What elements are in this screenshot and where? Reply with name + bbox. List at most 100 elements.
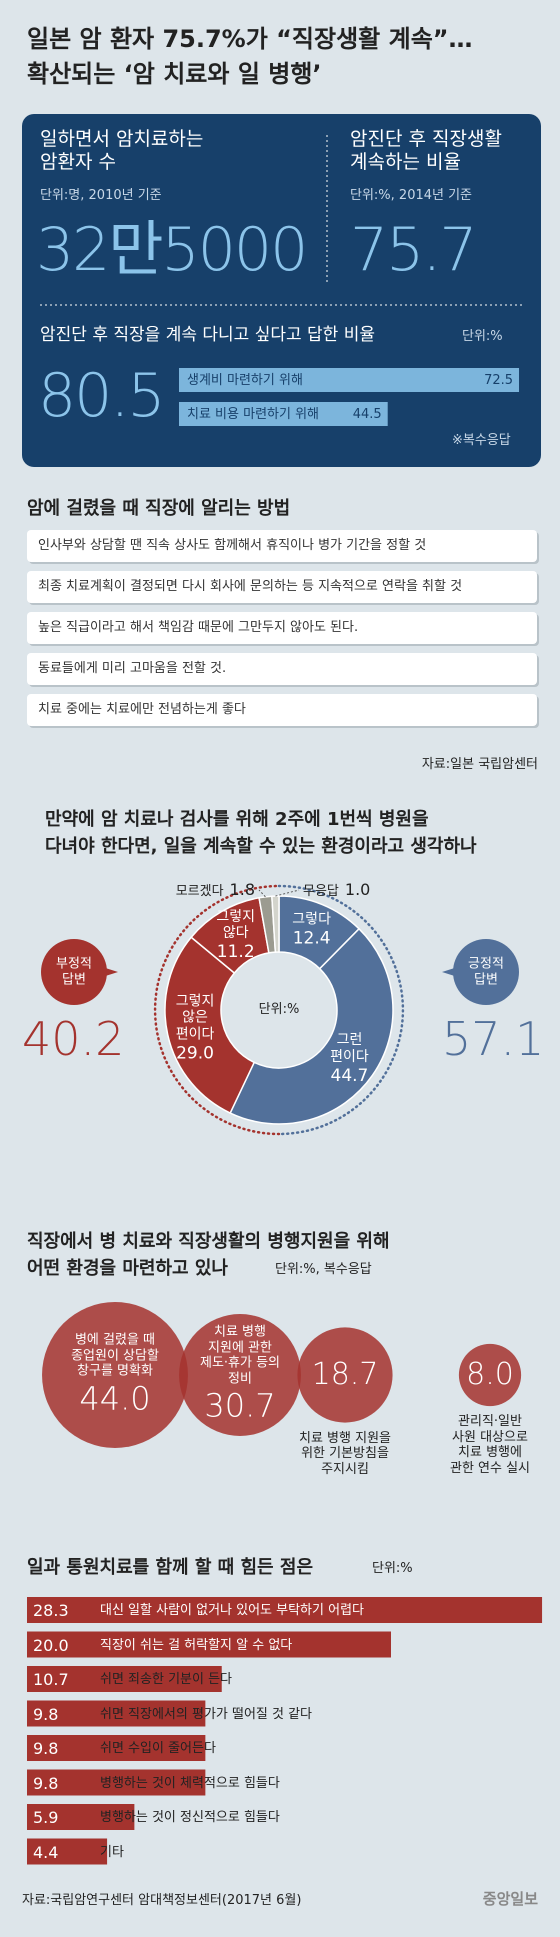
segment-value: 44.7: [330, 1065, 369, 1086]
bubble-unit: 단위:%, 복수응답: [275, 1262, 372, 1277]
bar-label: 생계비 마련하기 위해: [187, 373, 303, 388]
donut-segment: [271, 895, 280, 953]
bubble-name: 치료 병행 지원을 위한 기본방침을 주지시킴: [299, 1430, 391, 1477]
logo: 중앙일보: [482, 1890, 538, 1908]
hbar-title: 암진단 후 직장을 계속 다니고 싶다고 답한 비율: [40, 325, 375, 345]
bar: [27, 1597, 543, 1623]
value-label: 20.0: [33, 1635, 69, 1655]
bubble-title: 직장에서 병 치료와 직장생활의 병행지원을 위해 어떤 환경을 마련하고 있나: [27, 1231, 390, 1279]
notice-box: [27, 653, 537, 685]
segment-label: 그런 편이다 44.7: [330, 1032, 369, 1086]
bar-label: 병행하는 것이 체력적으로 힘들다: [100, 1775, 280, 1791]
notice-item: 인사부와 상담할 땐 직속 상사도 함께해서 휴직이나 병가 기간을 정할 것: [38, 538, 427, 553]
notice-box: [27, 571, 537, 603]
donut-unit: 단위:%: [258, 1002, 300, 1018]
bar-label: 기타: [100, 1844, 124, 1860]
segment-value: 1.8: [229, 880, 255, 899]
bubble-label: 치료 병행 지원에 관한 제도·휴가 등의 정비 30.7: [200, 1325, 280, 1426]
value-label: 4.4: [33, 1842, 59, 1862]
group-bubble: [453, 939, 519, 1005]
donut-segment: [164, 936, 256, 1115]
bar: [27, 1700, 206, 1727]
segment-name: 그렇지 않다: [216, 908, 256, 942]
bar: [27, 1631, 391, 1658]
hbar-note: ※복수응답: [452, 433, 511, 448]
notice-item: 최종 치료계획이 결정되면 다시 회사에 문의하는 등 지속적으로 연락을 취할…: [38, 579, 463, 594]
leader-line: [275, 889, 300, 897]
value-label: 9.8: [33, 1773, 59, 1793]
value-label: 10.7: [33, 1670, 69, 1689]
bubble: [42, 1302, 188, 1448]
group-name: 긍정적 답변: [468, 956, 504, 987]
notice-source: 자료:일본 국립암센터: [421, 757, 538, 772]
value-label: 28.3: [33, 1601, 69, 1620]
bar-label: 대신 일할 사람이 없거나 있어도 부탁하기 어렵다: [100, 1603, 364, 1618]
bar: [27, 1666, 222, 1692]
figure-value: 32만5000: [36, 215, 308, 285]
value-label: 9.8: [33, 1704, 59, 1724]
bar-label: 쉬면 직장에서의 평가가 떨어질 것 같다: [100, 1706, 313, 1722]
segment-label: 모르겠다 1.8: [176, 880, 255, 900]
bubble-value: 30.7: [204, 1386, 276, 1425]
footer-source: 자료:국립암연구센터 암대책정보센터(2017년 6월): [22, 1893, 302, 1908]
notice-box: [27, 694, 537, 726]
value-label: 9.8: [33, 1739, 59, 1758]
figure-label: 암진단 후 직장생활 계속하는 비율: [350, 128, 502, 173]
figure-label: 일하면서 암치료하는 암환자 수: [40, 128, 204, 173]
value-label: 44.5: [352, 407, 382, 422]
notice-item: 치료 중에는 치료에만 전념하는게 좋다: [38, 702, 246, 717]
bubble-name: 관리직·일반 사원 대상으로 치료 병행에 관한 연수 실시: [449, 1414, 531, 1476]
donut-segment: [229, 927, 394, 1125]
group-value: 40.2: [22, 1012, 125, 1066]
segment-name: 그렇지 않은 편이다: [175, 993, 215, 1043]
notice-box: [27, 530, 537, 562]
negative-arc: [153, 884, 281, 1136]
bubble: [297, 1327, 393, 1423]
notice-item: 높은 직급이라고 해서 책임감 때문에 그만두지 않아도 된다.: [38, 620, 359, 635]
bar-label: 병행하는 것이 정신적으로 힘들다: [100, 1810, 280, 1825]
bar: [27, 1804, 135, 1830]
bar: [27, 1769, 206, 1796]
bar: [27, 1735, 206, 1761]
bubble-name: 치료 병행 지원에 관한 제도·휴가 등의 정비: [199, 1324, 281, 1387]
bar: [179, 368, 520, 392]
segment-label: 무응답 1.0: [303, 880, 370, 900]
value-label: 5.9: [33, 1808, 59, 1827]
hbar-unit: 단위:%: [462, 329, 503, 344]
group-bubble: [41, 939, 107, 1005]
bar-label: 쉬면 죄송한 기분이 든다: [100, 1672, 232, 1687]
figure-unit: 단위:%, 2014년 기준: [350, 188, 473, 203]
segment-value: 1.0: [344, 880, 371, 899]
bubble-value: 44.0: [79, 1379, 151, 1418]
segment-name: 무응답: [303, 884, 339, 899]
bar: [27, 1838, 108, 1865]
segment-label: 그렇다 12.4: [292, 912, 331, 949]
group-value: 57.1: [442, 1012, 545, 1066]
notice-item: 동료들에게 미리 고마움을 전할 것.: [38, 661, 227, 676]
segment-value: 11.2: [216, 942, 255, 963]
figure-unit: 단위:명, 2010년 기준: [40, 188, 162, 203]
bar-title: 일과 통원치료를 함께 할 때 힘든 점은: [27, 1557, 313, 1578]
bar: [179, 402, 388, 426]
bar-label: 쉬면 수입이 줄어든다: [100, 1741, 216, 1756]
segment-name: 모르겠다: [175, 884, 224, 899]
hbar-total: 80.5: [38, 361, 166, 431]
donut-title: 만약에 암 치료나 검사를 위해 2주에 1번씩 병원을 다녀야 한다면, 일을…: [45, 809, 477, 857]
segment-name: 그렇다: [292, 911, 331, 928]
segment-name: 그런 편이다: [330, 1032, 369, 1066]
figure-value: 75.7: [350, 215, 478, 285]
bubble-value: 8.0: [466, 1357, 514, 1392]
segment-value: 12.4: [292, 928, 331, 949]
bubble-label: 병에 걸렸을 때 종업원이 상담할 창구를 명확화 44.0: [71, 1332, 159, 1417]
bar-label: 치료 비용 마련하기 위해: [187, 407, 319, 422]
segment-label: 그렇지 않다 11.2: [216, 909, 255, 963]
bar-unit: 단위:%: [372, 1561, 413, 1576]
group-name: 부정적 답변: [56, 956, 92, 987]
bubble-name: 병에 걸렸을 때 종업원이 상담할 창구를 명확화: [71, 1332, 159, 1379]
bubble: [458, 1343, 522, 1407]
segment-label: 그렇지 않은 편이다 29.0: [176, 993, 215, 1064]
value-label: 72.5: [484, 373, 514, 388]
bar-label: 직장이 쉬는 걸 허락할지 알 수 없다: [100, 1637, 293, 1653]
